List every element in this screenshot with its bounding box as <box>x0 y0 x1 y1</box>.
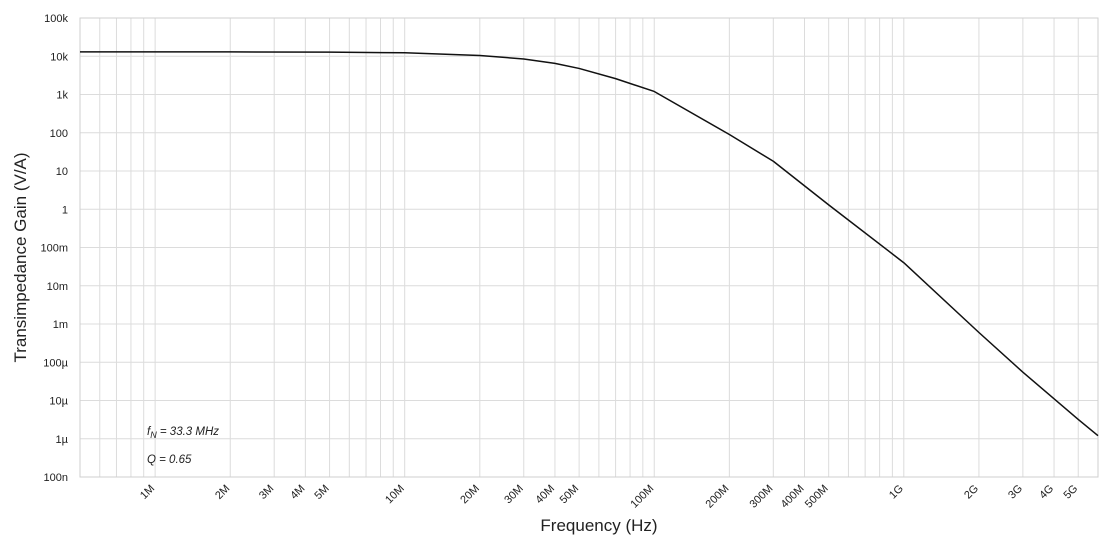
x-tick-label: 2G <box>962 483 981 502</box>
x-tick-label: 4G <box>1037 483 1056 502</box>
y-tick-label: 100k <box>44 13 68 25</box>
x-tick-label: 3G <box>1006 483 1025 502</box>
y-tick-label: 10k <box>50 51 68 63</box>
y-tick-labels: 100k 10k 1k 100 10 1 100m 10m 1m 100µ 10µ 1µ 100n <box>40 13 68 484</box>
y-axis-title: Transimpedance Gain (V/A) <box>11 152 30 362</box>
y-tick-label: 1µ <box>56 434 69 446</box>
x-tick-label: 300M <box>747 483 775 511</box>
x-tick-label: 200M <box>704 483 732 511</box>
x-tick-label: 4M <box>288 483 307 502</box>
y-tick-label: 10µ <box>49 396 68 408</box>
x-tick-label: 50M <box>558 483 582 507</box>
y-tick-label: 10 <box>56 166 68 178</box>
x-tick-label: 2M <box>213 483 232 502</box>
y-tick-label: 100m <box>40 243 68 255</box>
x-tick-label: 5G <box>1061 483 1080 502</box>
plot-frame <box>79 17 1099 478</box>
x-tick-label: 1M <box>138 483 157 502</box>
x-tick-label: 400M <box>779 483 807 511</box>
gain-curve <box>80 51 1099 437</box>
x-tick-label: 100M <box>628 483 656 511</box>
x-tick-label: 3M <box>257 483 276 502</box>
fn-value: = 33.3 MHz <box>157 426 220 438</box>
x-tick-label: 10M <box>383 483 407 507</box>
y-tick-label: 100µ <box>43 357 68 369</box>
y-tick-label: 10m <box>47 281 68 293</box>
x-tick-labels: 1M 2M 3M 4M 5M 10M 20M 30M 40M 50M 100M 200M 300M 400… <box>138 483 1080 511</box>
x-tick-label: 5M <box>312 483 331 502</box>
x-tick-label: 20M <box>458 483 482 507</box>
x-axis-title: Frequency (Hz) <box>540 516 657 535</box>
series-group <box>80 51 1099 437</box>
fn-subscript: N <box>150 430 157 440</box>
y-tick-label: 1k <box>56 90 68 102</box>
x-tick-label: 1G <box>887 483 906 502</box>
y-tick-label: 100 <box>50 128 68 140</box>
x-tick-label: 40M <box>533 483 557 507</box>
q-factor-annotation: Q = 0.65 <box>147 454 192 466</box>
y-tick-label: 1m <box>53 319 68 331</box>
grid-lines <box>79 17 1099 478</box>
x-tick-label: 500M <box>803 483 831 511</box>
y-tick-label: 1 <box>62 204 68 216</box>
x-tick-label: 30M <box>502 483 526 507</box>
y-tick-label: 100n <box>44 472 68 484</box>
natural-frequency-annotation: fN = 33.3 MHz <box>147 426 219 440</box>
fn-symbol: f <box>147 426 152 438</box>
